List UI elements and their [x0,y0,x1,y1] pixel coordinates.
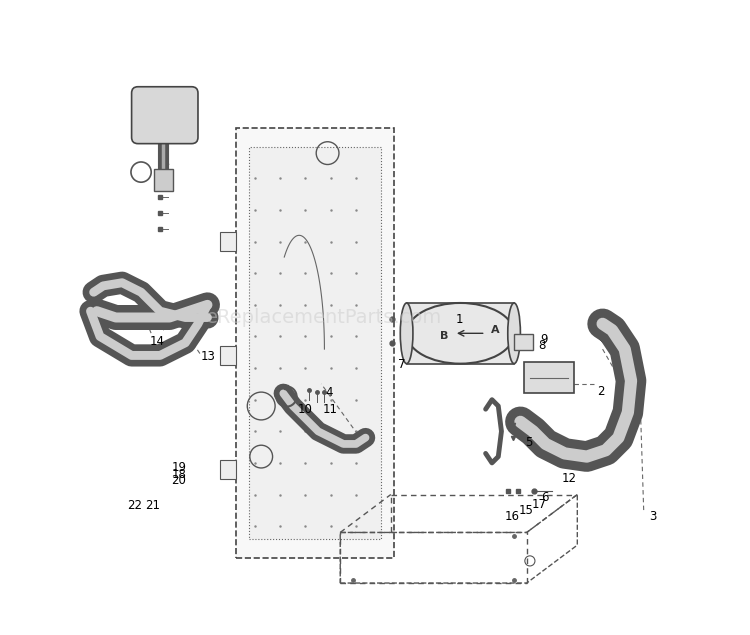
Bar [248,147,381,538]
Ellipse shape [400,303,413,364]
Bar [236,128,394,558]
Text: 14: 14 [149,335,164,348]
Text: 17: 17 [532,497,547,511]
Text: 4: 4 [326,385,333,399]
Text: 8: 8 [538,340,545,352]
Bar [406,303,514,364]
Text: 3: 3 [649,510,656,523]
Bar [220,460,236,479]
Bar [406,303,514,364]
Text: B: B [440,331,448,342]
Bar [524,362,574,393]
FancyBboxPatch shape [131,87,198,144]
Ellipse shape [508,303,520,364]
Text: 16: 16 [505,510,520,523]
Text: 11: 11 [323,403,338,416]
Text: 20: 20 [172,474,186,487]
Text: 7: 7 [398,358,405,371]
Text: 15: 15 [519,504,534,517]
Text: 6: 6 [542,491,549,504]
Text: 12: 12 [562,472,577,485]
Text: 13: 13 [201,350,216,363]
Text: 21: 21 [145,499,160,512]
Text: eReplacementParts.com: eReplacementParts.com [206,308,442,327]
Bar [220,232,236,251]
Text: 2: 2 [598,385,605,398]
Text: 22: 22 [128,499,142,512]
Text: 9: 9 [541,333,548,346]
Text: 5: 5 [526,436,532,449]
Bar [514,334,533,350]
Bar [220,346,236,365]
Text: 10: 10 [298,403,313,416]
Bar [154,169,173,191]
Text: A: A [490,325,500,335]
Text: 18: 18 [172,468,186,481]
Text: 1: 1 [456,313,464,326]
Text: 19: 19 [172,462,187,474]
Ellipse shape [406,303,514,364]
